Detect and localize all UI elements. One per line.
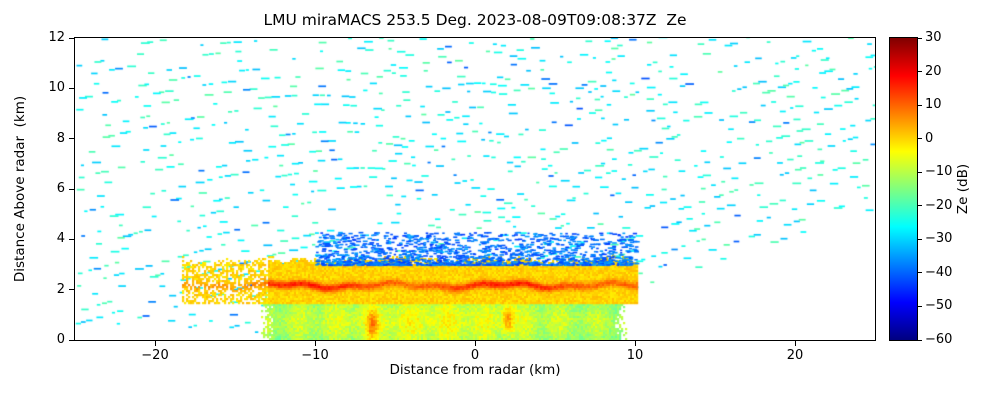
x-tick <box>314 341 316 346</box>
colorbar-gradient <box>890 38 917 340</box>
colorbar-tick <box>918 238 922 240</box>
colorbar-tick <box>918 104 922 106</box>
y-tick-label: 6 <box>56 181 65 196</box>
y-axis-label: Distance Above radar (km) <box>12 95 28 283</box>
plot-area <box>74 37 876 341</box>
colorbar-tick <box>918 339 922 341</box>
colorbar <box>889 37 918 341</box>
x-tick <box>154 341 156 346</box>
colorbar-tick-label: 0 <box>925 130 934 146</box>
colorbar-tick-label: −60 <box>925 332 953 347</box>
colorbar-tick-label: 20 <box>925 63 942 79</box>
colorbar-tick-label: −40 <box>925 264 953 280</box>
x-tick <box>794 341 796 346</box>
radar-echo-canvas <box>75 38 875 340</box>
y-tick-label: 12 <box>48 30 65 45</box>
x-tick-label: 10 <box>626 348 644 363</box>
colorbar-tick-label: −50 <box>925 298 953 314</box>
y-tick-label: 8 <box>56 130 65 146</box>
x-tick <box>474 341 476 346</box>
x-axis-label: Distance from radar (km) <box>389 362 561 378</box>
colorbar-tick <box>918 272 922 274</box>
y-tick-label: 0 <box>56 332 65 347</box>
plot-title: LMU miraMACS 253.5 Deg. 2023-08-09T09:08… <box>263 11 687 29</box>
colorbar-tick <box>918 171 922 173</box>
colorbar-tick-label: −30 <box>925 231 953 247</box>
colorbar-tick <box>918 138 922 140</box>
colorbar-tick-label: 30 <box>925 30 942 45</box>
colorbar-tick <box>918 71 922 73</box>
colorbar-tick <box>918 305 922 307</box>
colorbar-label: Ze (dB) <box>955 163 971 215</box>
colorbar-tick <box>918 205 922 207</box>
x-tick <box>634 341 636 346</box>
colorbar-tick <box>918 37 922 39</box>
x-tick-label: 0 <box>470 348 480 363</box>
x-tick-label: −20 <box>141 348 169 363</box>
y-tick-label: 2 <box>56 281 65 297</box>
x-tick-label: −10 <box>301 348 329 363</box>
y-tick-label: 10 <box>48 80 65 96</box>
y-tick-label: 4 <box>56 231 65 247</box>
colorbar-tick-label: 10 <box>925 97 942 113</box>
x-tick-label: 20 <box>786 348 804 363</box>
